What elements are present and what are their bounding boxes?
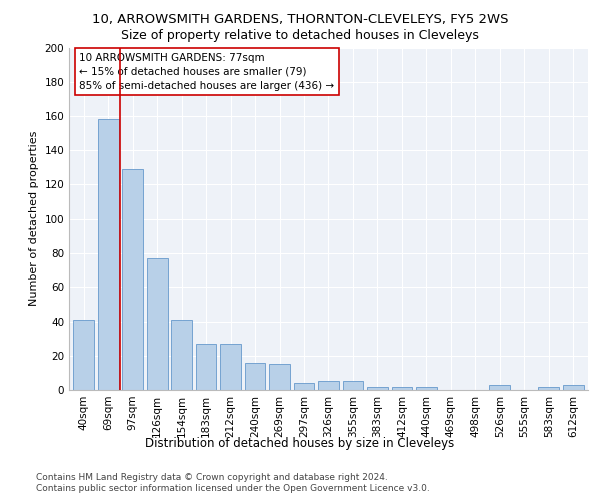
Bar (196, 344, 217, 390)
Bar (147, 258, 167, 390)
Bar (122, 169, 143, 390)
Bar (98, 120, 119, 390)
Text: Distribution of detached houses by size in Cleveleys: Distribution of detached houses by size … (145, 438, 455, 450)
Bar (220, 344, 241, 390)
Bar (73, 320, 94, 390)
Text: Contains public sector information licensed under the Open Government Licence v3: Contains public sector information licen… (36, 484, 430, 493)
Bar (490, 385, 510, 390)
Text: Size of property relative to detached houses in Cleveleys: Size of property relative to detached ho… (121, 29, 479, 42)
Text: 10 ARROWSMITH GARDENS: 77sqm
← 15% of detached houses are smaller (79)
85% of se: 10 ARROWSMITH GARDENS: 77sqm ← 15% of de… (79, 52, 335, 90)
Bar (293, 383, 314, 390)
Bar (171, 320, 192, 390)
Bar (318, 382, 339, 390)
Bar (392, 386, 412, 390)
Text: Contains HM Land Registry data © Crown copyright and database right 2024.: Contains HM Land Registry data © Crown c… (36, 472, 388, 482)
Bar (367, 386, 388, 390)
Bar (269, 364, 290, 390)
Text: 10, ARROWSMITH GARDENS, THORNTON-CLEVELEYS, FY5 2WS: 10, ARROWSMITH GARDENS, THORNTON-CLEVELE… (92, 12, 508, 26)
Bar (416, 386, 437, 390)
Bar (538, 386, 559, 390)
Y-axis label: Number of detached properties: Number of detached properties (29, 131, 39, 306)
Bar (245, 362, 265, 390)
Bar (563, 385, 584, 390)
Bar (343, 382, 364, 390)
